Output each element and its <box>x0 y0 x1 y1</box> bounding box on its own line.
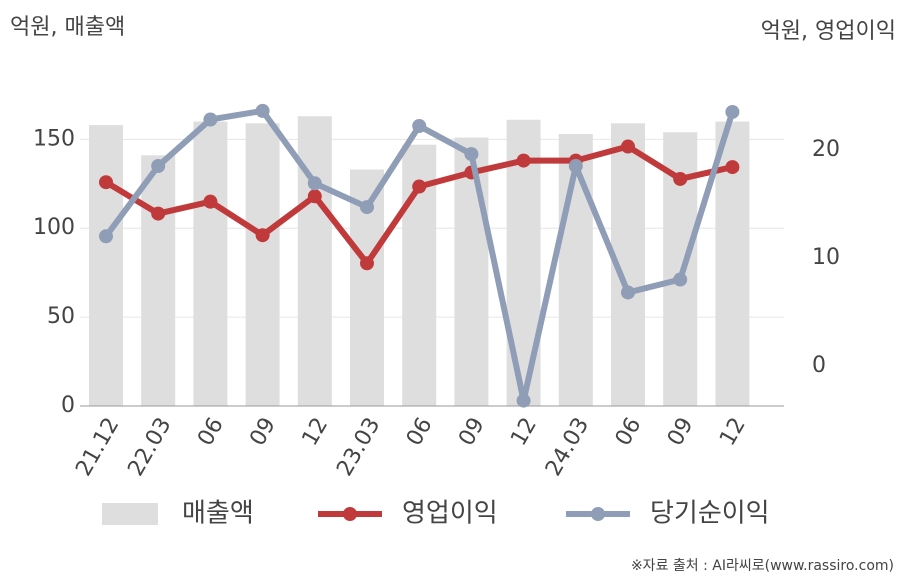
marker <box>725 104 740 119</box>
marker <box>255 103 270 118</box>
marker <box>464 147 479 162</box>
y2-tick-label: 20 <box>812 137 840 162</box>
bar <box>193 121 228 407</box>
marker <box>151 206 166 221</box>
marker <box>203 112 218 127</box>
legend-marker <box>591 507 605 521</box>
bar <box>297 116 332 406</box>
marker <box>360 200 374 215</box>
bar <box>454 137 489 407</box>
marker <box>673 171 688 186</box>
y-tick-label: 150 <box>33 126 75 151</box>
legend-label: 당기순이익 <box>650 499 770 529</box>
source-note: ※자료 출처 : AI라씨로(www.rassiro.com) <box>631 558 894 574</box>
marker <box>99 229 113 244</box>
y2-tick-label: 10 <box>812 245 840 270</box>
legend-marker <box>343 507 357 521</box>
bar <box>89 125 123 406</box>
y-tick-label: 50 <box>47 304 75 329</box>
legend-swatch <box>102 503 158 525</box>
marker <box>568 159 583 173</box>
y2-axis-label: 억원, 영업이익 <box>761 19 896 44</box>
y-tick-label: 100 <box>33 215 75 240</box>
marker <box>516 153 531 168</box>
marker <box>621 139 635 154</box>
marker <box>360 256 374 271</box>
marker <box>99 175 113 190</box>
marker <box>151 159 166 173</box>
y2-tick-label: 0 <box>812 353 826 378</box>
marker <box>621 285 635 300</box>
bar <box>245 123 280 406</box>
bar <box>141 155 176 406</box>
marker <box>673 272 688 287</box>
y-tick-label: 0 <box>61 393 75 418</box>
legend-label: 매출액 <box>182 499 254 529</box>
marker <box>255 228 270 243</box>
legend-label: 영업이익 <box>402 499 498 529</box>
marker <box>203 194 218 209</box>
y-axis-label: 억원, 매출액 <box>10 15 125 40</box>
marker <box>412 179 427 194</box>
marker <box>412 119 427 133</box>
marker <box>725 160 740 175</box>
marker <box>516 393 531 408</box>
marker <box>307 176 322 191</box>
marker <box>307 189 322 204</box>
